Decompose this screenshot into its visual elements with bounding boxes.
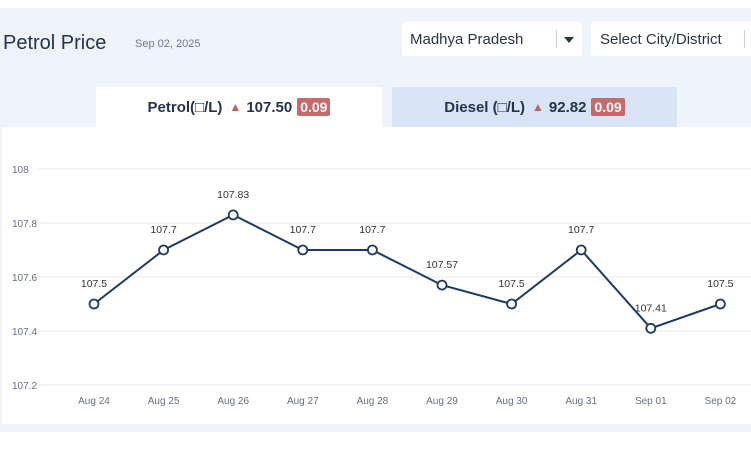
data-label: 107.5	[707, 278, 733, 290]
data-point	[575, 244, 587, 256]
price-line-chart: 107.2 107.4 107.6 107.8 108 Aug 24 Aug 25 Aug 2…	[12, 165, 751, 407]
x-tick-label: Aug 27	[287, 396, 319, 407]
x-tick-label: Aug 24	[78, 396, 110, 407]
price-chart-card: 107.2 107.4 107.6 107.8 108 Aug 24 Aug 25 Aug 2…	[2, 127, 751, 424]
x-tick-label: Aug 29	[426, 396, 458, 407]
tab-petrol-price: 107.50	[246, 98, 293, 116]
data-label: 107.7	[359, 224, 385, 236]
data-point	[366, 244, 378, 256]
y-tick-label: 107.2	[12, 381, 37, 392]
data-label: 107.83	[217, 189, 249, 201]
state-select-value: Madhya Pradesh	[410, 31, 524, 48]
data-point	[88, 298, 100, 310]
tab-diesel-change-badge: 0.09	[591, 98, 625, 116]
data-point	[715, 298, 726, 310]
data-label: 107.41	[635, 302, 667, 314]
x-tick-label: Aug 25	[148, 396, 180, 407]
page-title: Petrol Price	[3, 32, 107, 54]
data-label: 107.5	[81, 278, 107, 290]
footer-band	[0, 432, 751, 451]
data-point	[227, 209, 239, 221]
data-label: 107.5	[498, 278, 524, 290]
city-select-placeholder: Select City/District	[600, 31, 722, 48]
data-point	[645, 322, 657, 334]
data-label: 107.7	[150, 224, 176, 236]
data-point	[158, 244, 170, 256]
x-tick-label: Sep 02	[705, 396, 737, 407]
trend-up-icon: ▲	[229, 100, 242, 114]
x-tick-label: Sep 01	[635, 396, 667, 407]
tab-petrol-label: Petrol(□/L)	[147, 98, 223, 116]
state-select-divider	[556, 30, 557, 48]
tab-diesel-label: Diesel (□/L)	[444, 98, 526, 116]
y-tick-label: 107.4	[12, 327, 37, 338]
data-point	[506, 298, 518, 310]
data-label: 107.7	[290, 224, 316, 236]
trend-up-icon: ▲	[532, 100, 544, 114]
series-line	[93, 213, 721, 330]
tab-diesel[interactable]: Diesel (□/L) ▲ 92.82 0.09	[392, 87, 677, 127]
x-tick-label: Aug 30	[496, 396, 528, 407]
x-tick-label: Aug 31	[565, 396, 597, 407]
state-select[interactable]: Madhya Pradesh	[402, 22, 582, 56]
y-tick-label: 107.6	[12, 273, 37, 284]
tab-petrol[interactable]: Petrol(□/L) ▲ 107.50 0.09	[96, 87, 382, 127]
data-label: 107.57	[426, 259, 458, 271]
price-panel: Petrol Price Sep 02, 2025 Madhya Pradesh…	[0, 8, 751, 432]
x-tick-label: Aug 28	[357, 396, 389, 407]
x-tick-label: Aug 26	[217, 396, 249, 407]
data-point	[436, 279, 448, 291]
city-select-divider	[744, 30, 745, 48]
tab-diesel-price: 92.82	[548, 98, 587, 116]
chevron-down-icon[interactable]	[564, 37, 574, 43]
city-select[interactable]: Select City/District	[591, 22, 751, 56]
y-tick-label: 107.8	[12, 219, 37, 230]
y-tick-label: 108	[12, 165, 29, 176]
tab-petrol-change-badge: 0.09	[297, 98, 331, 116]
page-date: Sep 02, 2025	[135, 38, 201, 50]
data-point	[297, 244, 309, 256]
data-label: 107.7	[568, 224, 594, 236]
